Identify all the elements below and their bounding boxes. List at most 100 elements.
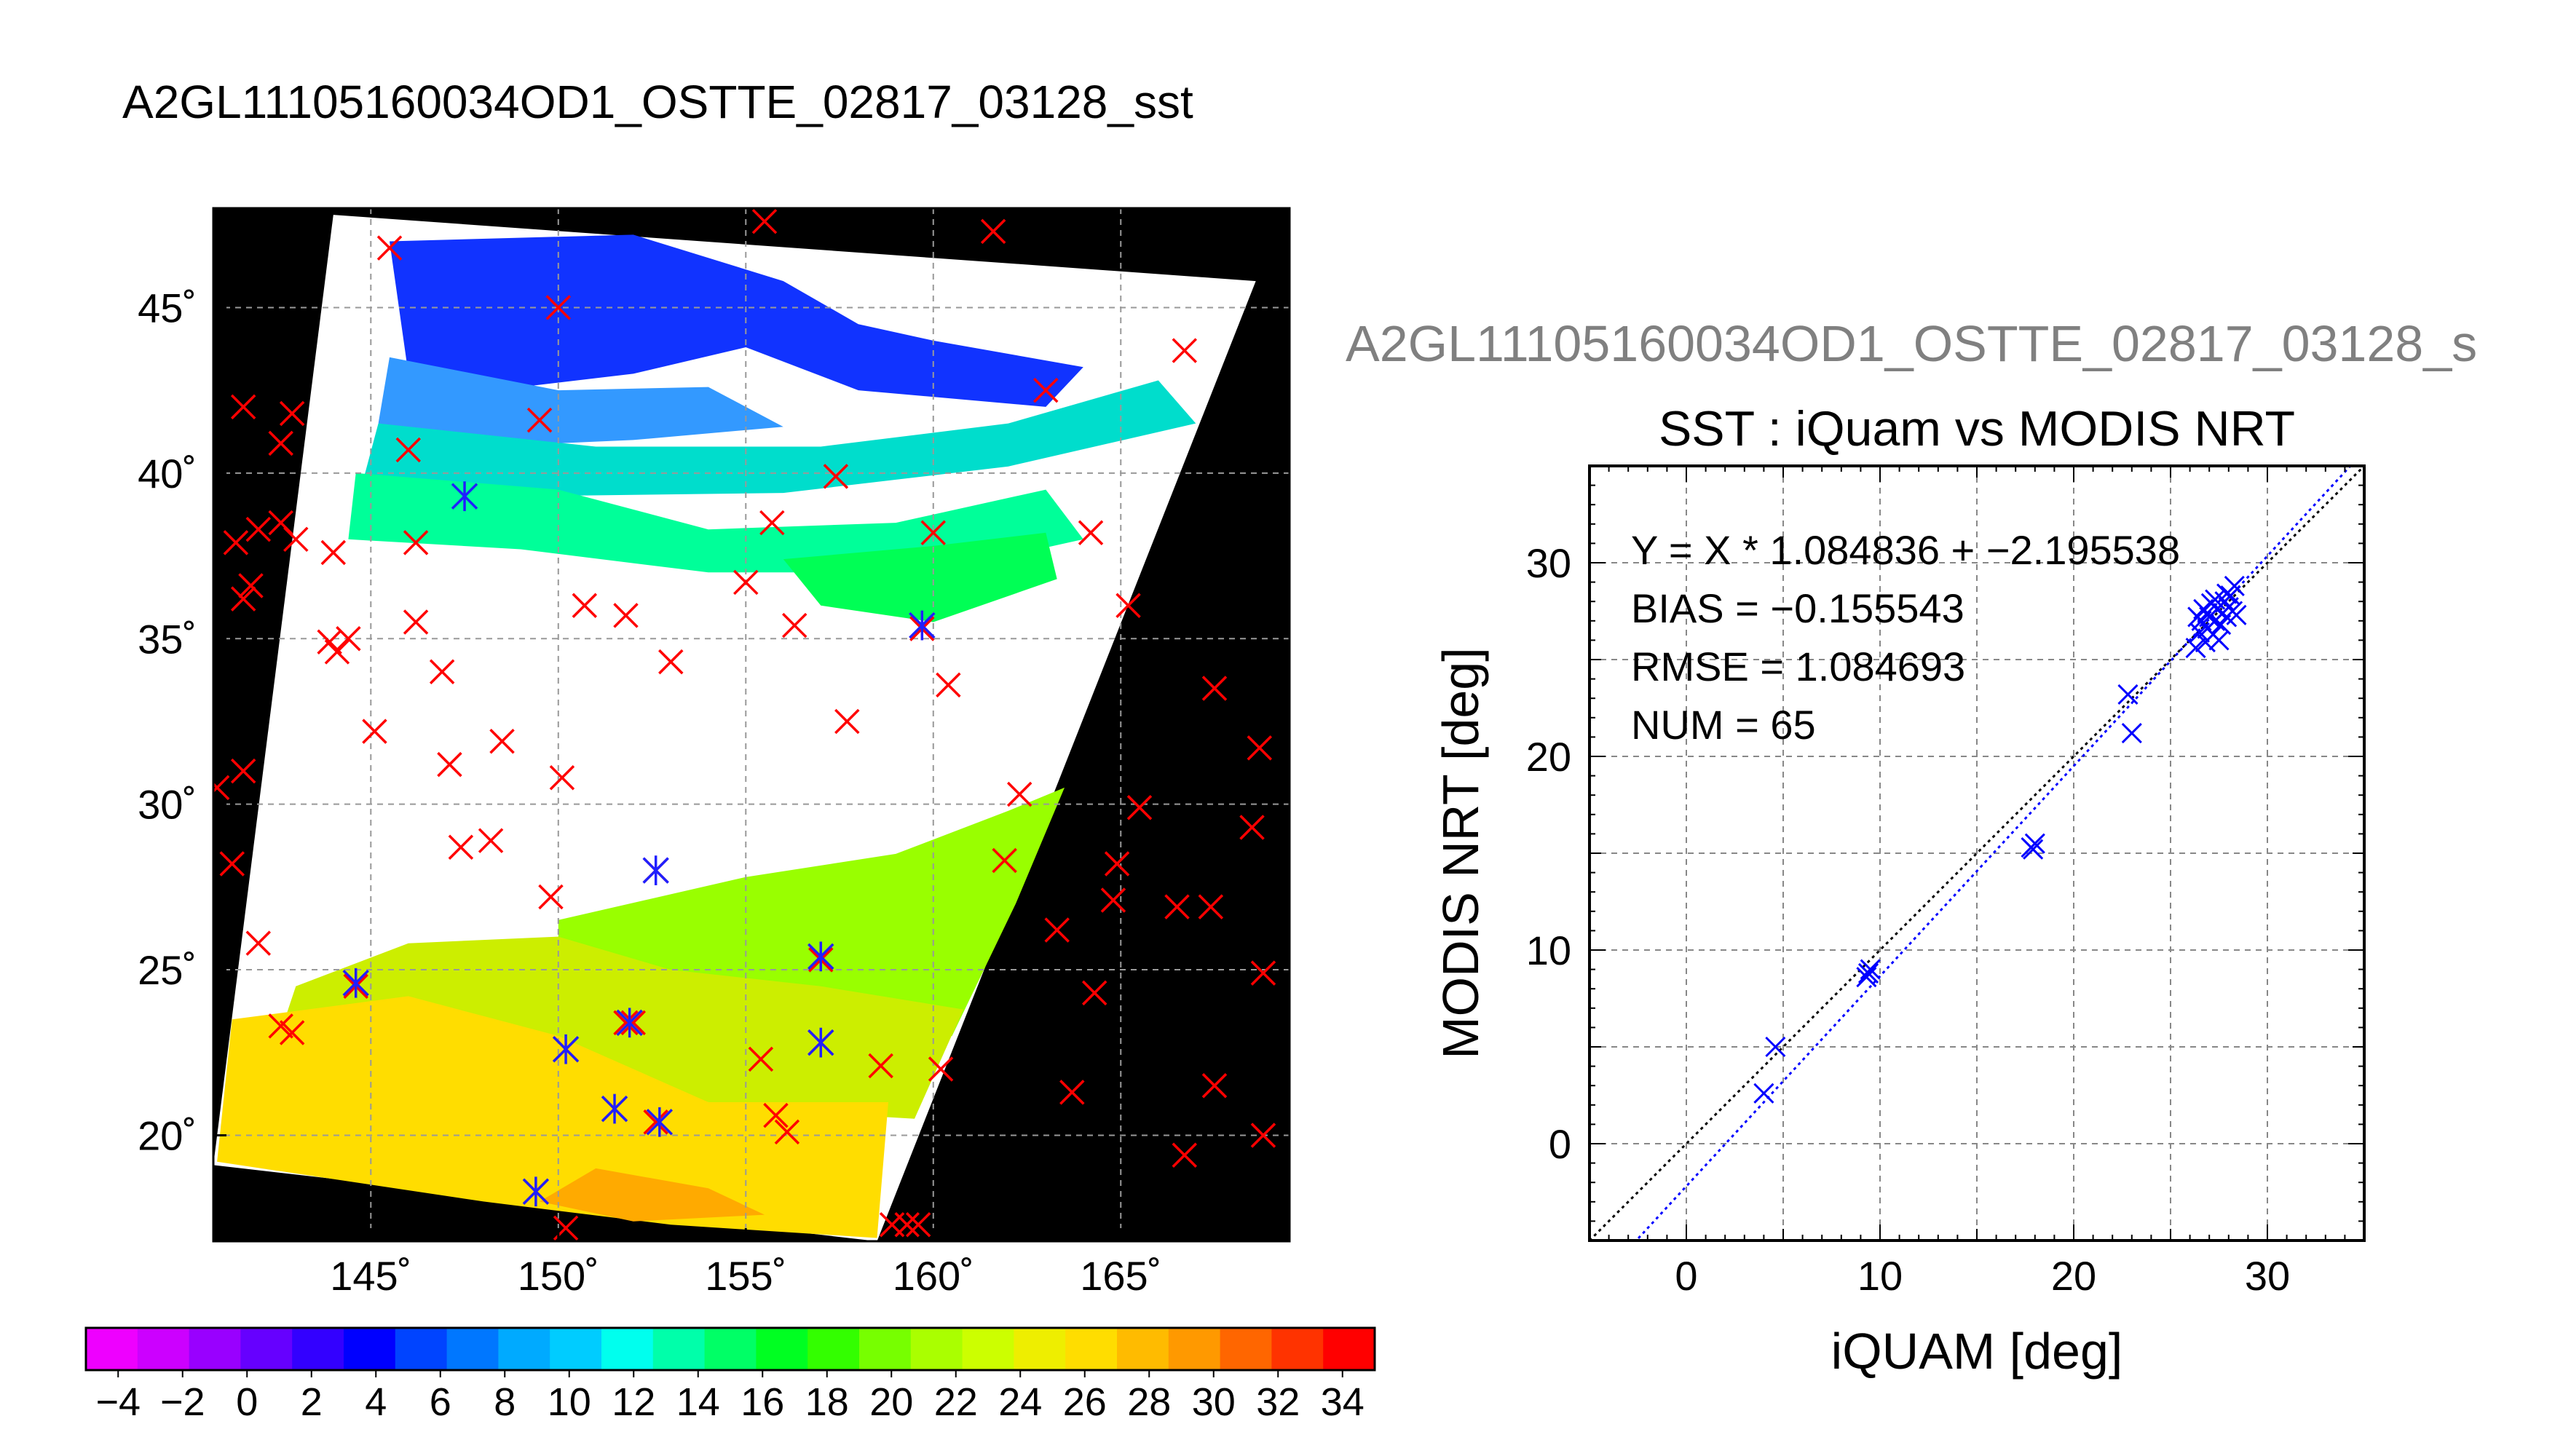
buoy-marker [223,530,249,555]
buoy-marker [733,569,759,596]
buoy-marker [317,629,342,655]
buoy-marker [336,626,361,652]
sst-region-13 [363,380,1196,496]
buoy-marker [1247,735,1273,761]
buoy-marker [268,510,293,536]
scatter-x-label: iQUAM [deg] [1831,1323,2123,1380]
colorbar-tick-label: 6 [430,1380,451,1424]
scatter-point [1753,1083,1774,1104]
map-gridlines [213,208,1290,1241]
colorbar-tick-label: 2 [301,1380,323,1424]
buoy-marker [320,539,347,566]
map-x-tick-label: 145˚ [330,1253,411,1299]
buoy-marker [1164,894,1190,919]
colorbar-tick-label: 14 [676,1380,720,1424]
colorbar-cell [962,1328,1014,1370]
colorbar-cell [498,1328,550,1370]
buoy-marker [1059,1080,1085,1105]
identity-line [1590,466,2364,1241]
buoy-marker [936,672,961,698]
buoy-marker [980,218,1006,245]
stats-annotation-line: BIAS = −0.155543 [1631,585,1964,631]
buoy-marker [219,851,245,877]
buoy-marker [643,1109,668,1135]
scatter-point [2023,839,2044,860]
buoy-marker [478,828,504,853]
buoy-marker [613,603,639,628]
colorbar-cell [652,1328,706,1370]
sst-region-5 [390,234,1083,407]
colorbar-cell [1220,1328,1272,1370]
scatter-y-tick-label: 20 [1526,734,1571,780]
colorbar-cells [86,1328,1375,1370]
colorbar-cell [395,1328,448,1370]
buoy-marker [613,1010,639,1036]
buoy-marker [245,516,272,542]
colorbar-cell [550,1328,602,1370]
buoy-marker [1006,781,1032,807]
sst-field [217,234,1196,1238]
colorbar-tick-label: 12 [612,1380,655,1424]
map-x-tick-label: 165˚ [1080,1253,1161,1299]
buoy-marker [230,758,256,784]
buoy-marker [549,765,575,791]
scatter-x-tick-label: 10 [1857,1253,1903,1299]
buoy-marker [230,394,256,420]
map-y-tick-label: 45˚ [138,285,197,331]
main-title: A2GL11105160034OD1_OSTTE_02817_03128_sst [122,76,1193,128]
buoy-marker [230,586,256,612]
colorbar-tick-label: 22 [934,1380,978,1424]
scatter-point [1857,962,1879,984]
buoy-marker [283,526,309,553]
buoy-marker [403,609,429,635]
buoy-marker [1201,1073,1228,1099]
buoy-marker [658,649,684,675]
buoy-marker [1198,894,1224,919]
map-y-tick-label: 30˚ [138,782,197,828]
buoy-marker [823,464,849,489]
colorbar-tick-label: 8 [494,1380,516,1424]
colorbar-tick-label: 10 [548,1380,591,1424]
map-y-tick-label: 25˚ [138,947,197,993]
scatter-y-tick-label: 10 [1526,927,1571,973]
buoy-marker [1172,338,1198,363]
buoy-marker [545,295,572,320]
matchup-markers-blue [342,481,936,1207]
scatter-point [2024,833,2045,854]
sst-region-9 [378,357,783,447]
colorbar-cell [86,1328,138,1370]
colorbar-tick-label: −2 [160,1380,205,1424]
scatter-gridlines [1590,466,2364,1241]
scatter-ticks: 0 10 20 30 0 10 20 30 [1526,466,2364,1299]
map-y-ticks: 20˚ 25˚ 30˚ 35˚ 40˚ 45˚ [138,285,226,1158]
buoy-marker [748,1046,774,1072]
colorbar-cell [240,1328,293,1370]
buoy-marker [429,659,455,684]
buoy-marker [620,1010,647,1036]
buoy-marker [1100,887,1126,913]
colorbar-cell [446,1328,499,1370]
colorbar-frame [84,1326,1376,1372]
scatter-y-label: MODIS NRT [deg] [1432,647,1489,1059]
scatter-point [2205,589,2226,610]
map-x-tick-label: 150˚ [518,1253,599,1299]
colorbar-tick-label: −4 [95,1380,141,1424]
buoy-marker [1126,794,1153,820]
colorbar-ticks: −4 −2 0 2 4 6 8 10 12 14 16 18 20 22 24 26 28 30 32 34 [95,1370,1365,1424]
buoy-marker [538,884,564,910]
colorbar-tick-label: 26 [1063,1380,1107,1424]
buoy-marker [213,775,230,794]
scatter-point [2117,684,2139,705]
buoy-marker [376,235,403,261]
map-y-tick-label: 20˚ [138,1112,197,1158]
buoy-marker [774,1119,800,1145]
scatter-point [2216,583,2238,604]
scatter-title: SST : iQuam vs MODIS NRT [1659,401,2295,456]
buoy-marker [362,719,387,744]
buoy-marker [1033,377,1059,403]
scatter-point [2185,637,2206,659]
colorbar-cell [1168,1328,1221,1370]
map-x-tick-label: 155˚ [705,1253,786,1299]
scatter-point [1765,1036,1786,1058]
overlay-title: A2GL11105160034OD1_OSTTE_02817_03128_s [1346,315,2477,372]
